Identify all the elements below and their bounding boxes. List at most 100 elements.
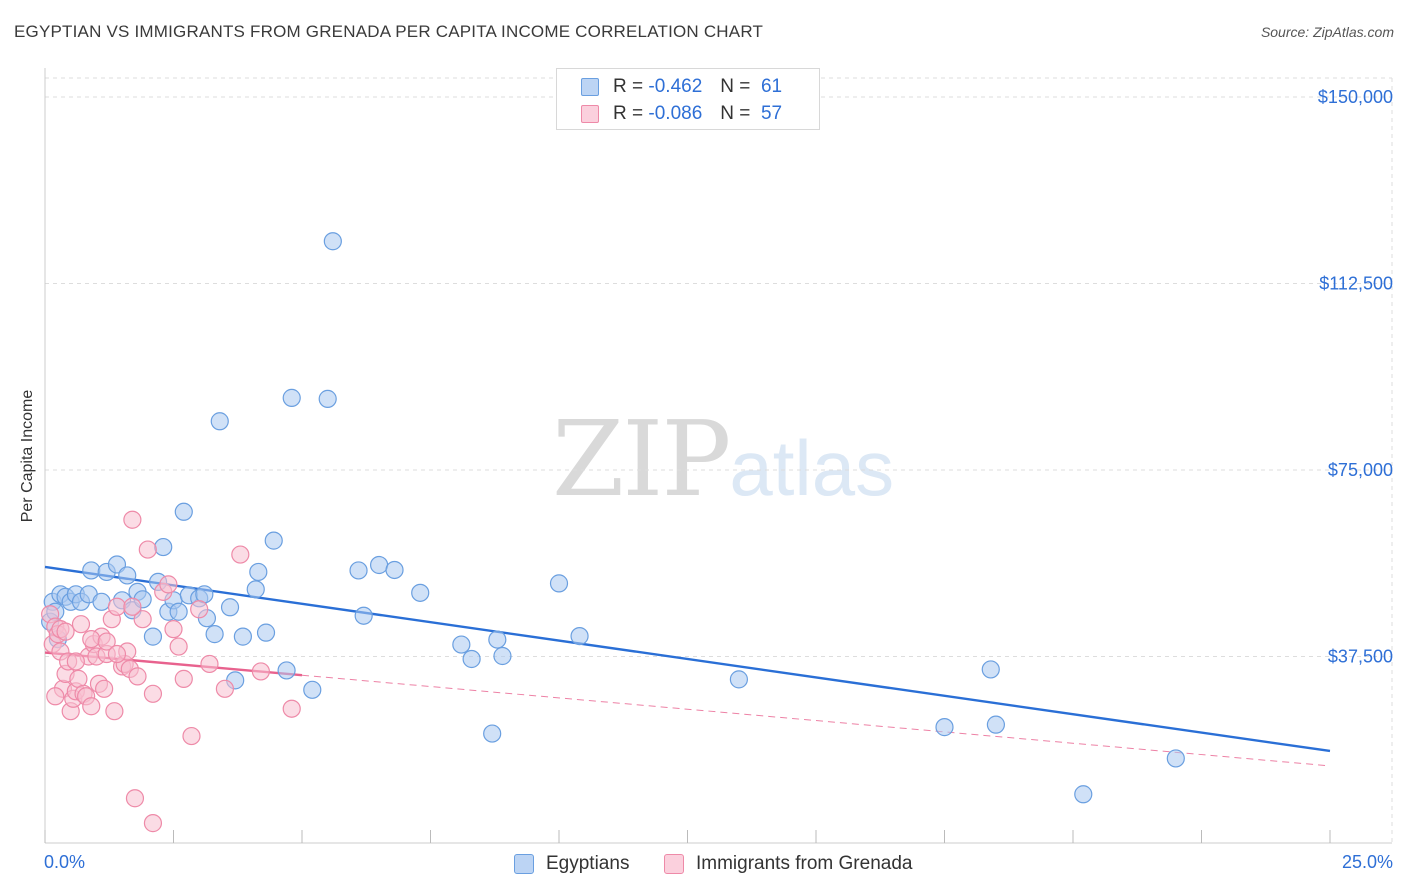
point-grenada [215,679,234,698]
legend-n-label: N = [720,103,751,124]
point-egyptians [143,627,163,646]
point-grenada [174,669,193,688]
y-tick-label: $75,000 [1328,460,1393,480]
point-grenada [164,620,183,639]
point-egyptians [354,606,373,625]
point-grenada [282,699,301,718]
point-egyptians [488,630,507,649]
point-egyptians [277,661,296,680]
point-grenada [95,679,114,698]
point-grenada [56,622,75,641]
legend-row-grenada: R = -0.086 N = 57 [581,102,782,126]
legend-r-label: R = [613,103,644,124]
trend-layer [44,565,1331,767]
correlation-legend: R = -0.462 N = 61 R = -0.086 N = 57 [556,68,820,130]
point-grenada [159,575,178,594]
legend-n-label: N = [720,76,751,97]
point-grenada [123,597,142,616]
point-egyptians [549,574,569,593]
point-egyptians [154,537,173,557]
point-grenada [66,652,85,671]
point-egyptians [570,627,589,646]
point-egyptians [493,646,512,666]
chart-title: EGYPTIAN VS IMMIGRANTS FROM GRENADA PER … [14,22,764,41]
legend-n-value: 61 [760,76,783,97]
point-egyptians [282,388,301,407]
point-grenada [82,697,101,716]
y-tick-label: $112,500 [1319,274,1393,294]
point-egyptians [986,715,1006,734]
legend-swatch-pink [581,105,599,123]
point-grenada [200,654,219,674]
y-tick-label: $150,000 [1318,87,1393,107]
point-grenada [125,789,145,808]
axis-layer [44,68,1392,844]
point-egyptians [370,555,389,575]
point-egyptians [318,389,337,408]
y-tick-labels: $37,500 $75,000 $112,500 $150,000 [1318,87,1393,667]
x-tick-min: 0.0% [44,852,86,872]
point-egyptians [349,561,368,580]
watermark-atlas: atlas [729,424,895,512]
bottom-legend-label: Egyptians [546,853,630,874]
point-egyptians [220,598,240,617]
point-grenada [123,510,142,529]
point-egyptians [264,531,283,550]
point-egyptians [483,724,502,743]
point-egyptians [92,592,111,611]
points-layer [41,232,1185,833]
legend-n-value: 57 [760,103,783,124]
bottom-legend-swatch-blue [514,854,534,874]
point-egyptians [256,623,276,642]
point-grenada [143,814,163,833]
point-grenada [97,632,116,651]
y-tick-label: $37,500 [1328,647,1393,667]
point-egyptians [323,232,342,251]
point-grenada [71,615,91,634]
point-egyptians [205,625,224,644]
point-grenada [82,629,101,649]
point-grenada [190,600,209,619]
point-egyptians [385,560,404,580]
legend-row-egyptians: R = -0.462 N = 61 [581,75,782,99]
point-grenada [251,662,270,681]
point-egyptians [981,660,1000,679]
point-egyptians [82,561,101,580]
bottom-legend-grenada: Immigrants from Grenada [664,852,912,876]
point-grenada [133,610,152,629]
point-grenada [143,684,163,703]
point-grenada [128,667,147,686]
point-grenada [46,687,65,706]
point-egyptians [452,635,471,654]
legend-r-value: -0.086 [648,103,703,124]
watermark-zip: ZIP [552,398,731,520]
point-grenada [107,597,127,616]
trend-line-extension-grenada [301,674,1331,767]
source-credit: Source: ZipAtlas.com [1260,24,1394,40]
bottom-legend-label: Immigrants from Grenada [696,853,913,874]
legend-swatch-blue [581,78,599,96]
point-grenada [107,644,127,664]
legend-r-value: -0.462 [648,76,703,97]
point-egyptians [233,627,252,646]
point-grenada [182,726,201,746]
point-egyptians [462,649,481,669]
point-grenada [105,702,124,721]
point-egyptians [935,718,954,737]
watermark: ZIPatlas [552,398,894,520]
point-egyptians [1166,749,1185,768]
point-egyptians [249,562,268,582]
point-egyptians [303,680,322,699]
point-egyptians [411,583,430,602]
legend-r-label: R = [613,76,644,97]
grid-layer [45,77,1393,843]
point-grenada [138,540,157,559]
bottom-legend-egyptians: Egyptians [514,852,629,876]
point-egyptians [210,412,229,431]
trend-line-egyptians [44,565,1331,753]
bottom-legend-swatch-pink [664,854,684,874]
point-grenada [169,637,188,656]
point-egyptians [729,670,749,689]
point-egyptians [118,566,137,585]
